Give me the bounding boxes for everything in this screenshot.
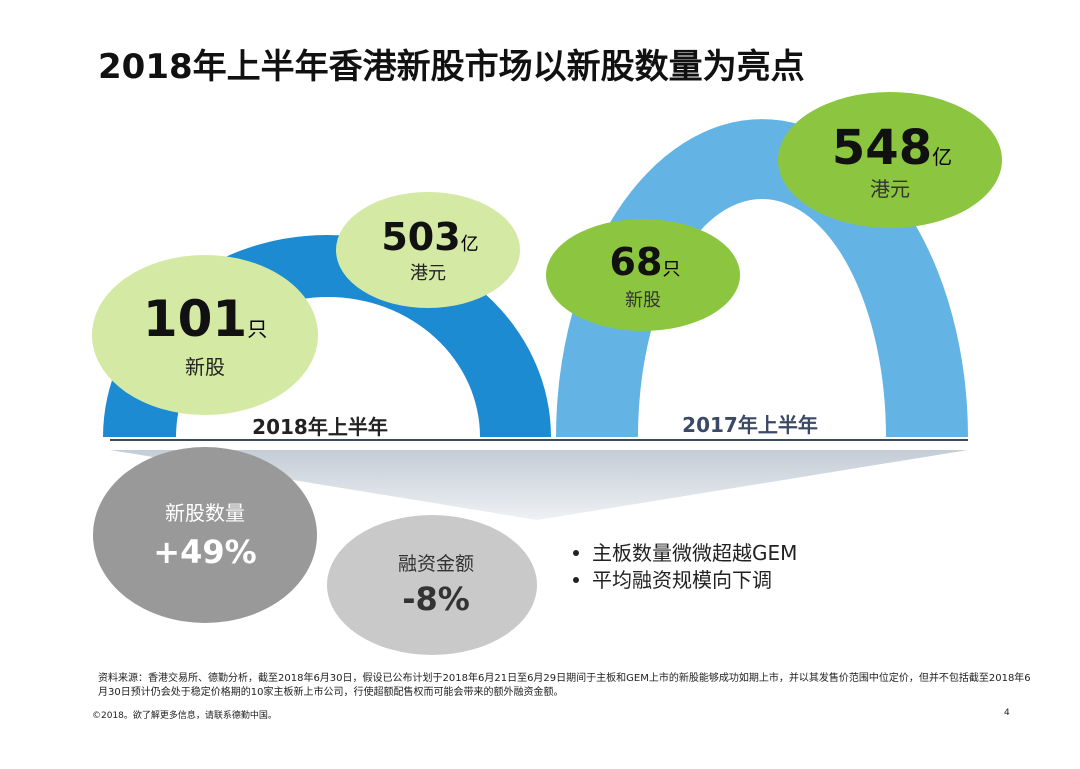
unit: 只: [662, 259, 680, 280]
value: 68: [610, 240, 663, 284]
change-value: +49%: [153, 533, 256, 571]
bullet-dot: [573, 577, 579, 583]
period-label: 2017年上半年: [682, 413, 818, 437]
bubble: [546, 219, 740, 331]
value: 548: [832, 120, 932, 176]
value: 503: [381, 215, 460, 259]
bullet: 平均融资规模向下调: [592, 568, 772, 592]
value: 101: [143, 290, 247, 348]
amount-label: 港元: [870, 177, 910, 201]
unit: 亿: [461, 234, 479, 255]
count-value: 101只: [143, 290, 267, 348]
count-label: 新股: [185, 355, 225, 379]
funnel: [110, 450, 968, 520]
count-label: 新股: [625, 290, 661, 311]
title: 2018年上半年香港新股市场以新股数量为亮点: [98, 47, 805, 87]
amount-label: 港元: [410, 263, 446, 284]
amount-value: 503亿: [381, 215, 478, 259]
bubble: [92, 255, 318, 415]
change-value: -8%: [402, 580, 470, 618]
unit: 只: [247, 317, 267, 341]
change-bubble: [327, 515, 537, 655]
bubble: [778, 92, 1002, 228]
amount-value: 548亿: [832, 120, 952, 176]
unit: 亿: [932, 145, 952, 169]
change-label: 融资金额: [398, 553, 474, 575]
copyright: ©2018。欲了解更多信息，请联系德勤中国。: [92, 711, 277, 721]
change-label: 新股数量: [165, 501, 245, 525]
period-label: 2018年上半年: [252, 415, 388, 439]
bullet: 主板数量微微超越GEM: [592, 541, 797, 565]
bubble: [336, 192, 520, 308]
page-number: 4: [1004, 708, 1010, 718]
bullet-dot: [573, 550, 579, 556]
change-bubble: [93, 447, 317, 623]
source-note: 资料来源：香港交易所、德勤分析，截至2018年6月30日，假设已公布计划于201…: [98, 673, 1031, 698]
count-value: 68只: [610, 240, 681, 284]
